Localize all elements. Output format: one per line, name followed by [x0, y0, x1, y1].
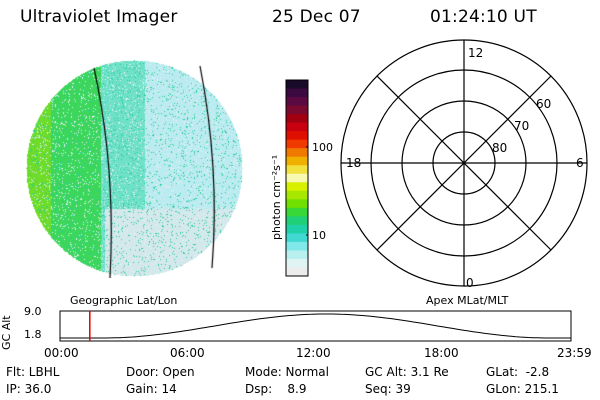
colorbar-cell	[286, 250, 308, 260]
colorbar-cell	[286, 207, 308, 217]
colorbar	[285, 79, 309, 277]
status-ip: IP: 36.0	[6, 382, 52, 396]
status-glat: GLat: -2.8	[486, 365, 550, 379]
geographic-latlon-label: Geographic Lat/Lon	[70, 294, 178, 307]
status-flt: Flt: LBHL	[6, 365, 60, 379]
colorbar-cell	[286, 97, 308, 107]
colorbar-tick-10: 10	[312, 229, 326, 242]
x-tick-1200: 12:00	[296, 346, 331, 360]
colorbar-cell	[286, 233, 308, 243]
status-seq: Seq: 39	[365, 382, 411, 396]
polar-lat-60: 60	[536, 97, 552, 111]
status-gc-alt: GC Alt: 3.1 Re	[365, 365, 449, 379]
observation-date: 25 Dec 07	[272, 7, 361, 27]
colorbar-cell	[286, 156, 308, 166]
polar-label-12: 12	[468, 46, 484, 60]
polar-lat-70: 70	[514, 119, 530, 133]
x-tick-2359: 23:59	[557, 346, 592, 360]
x-tick-0600: 06:00	[170, 346, 205, 360]
x-tick-1800: 18:00	[424, 346, 459, 360]
colorbar-cell	[286, 88, 308, 98]
polar-plot	[340, 39, 588, 287]
status-gain: Gain: 14	[126, 382, 177, 396]
colorbar-cell	[286, 241, 308, 251]
status-door: Door: Open	[126, 365, 195, 379]
colorbar-cell	[286, 224, 308, 234]
x-tick-0000: 00:00	[44, 346, 79, 360]
status-dsp: Dsp: 8.9	[245, 382, 307, 396]
timeline-frame	[59, 310, 572, 342]
colorbar-cell	[286, 105, 308, 115]
observation-time: 01:24:10 UT	[430, 7, 537, 27]
orbit-timeline	[59, 310, 572, 342]
colorbar-cell	[286, 190, 308, 200]
colorbar-cell	[286, 199, 308, 209]
polar-label-6: 6	[576, 156, 584, 170]
colorbar-cell	[286, 216, 308, 226]
colorbar-cell	[286, 80, 308, 90]
instrument-title: Ultraviolet Imager	[20, 7, 178, 27]
colorbar-cell	[286, 267, 308, 277]
colorbar-cell	[286, 182, 308, 192]
colorbar-cell	[286, 148, 308, 158]
colorbar-tick-100: 100	[312, 141, 333, 154]
colorbar-cell	[286, 165, 308, 175]
colorbar-cell	[286, 258, 308, 268]
uv-image-globe	[24, 58, 244, 278]
colorbar-cell	[286, 131, 308, 141]
colorbar-frame	[285, 79, 309, 277]
colorbar-unit-label: photon cm⁻²s⁻¹	[270, 154, 283, 240]
status-mode: Mode: Normal	[245, 365, 329, 379]
altitude-curve	[60, 313, 571, 339]
polar-lat-80: 80	[492, 141, 508, 155]
colorbar-cell	[286, 139, 308, 149]
y-tick-9: 9.0	[24, 305, 42, 318]
colorbar-cell	[286, 122, 308, 132]
y-tick-1-8: 1.8	[24, 328, 42, 341]
polar-spoke-diag-b	[376, 75, 552, 251]
colorbar-cell	[286, 173, 308, 183]
status-glon: GLon: 215.1	[486, 382, 559, 396]
polar-label-0: 0	[466, 276, 474, 290]
colorbar-cell	[286, 114, 308, 124]
polar-label-18: 18	[346, 156, 362, 170]
apex-mlat-mlt-label: Apex MLat/MLT	[426, 294, 509, 307]
